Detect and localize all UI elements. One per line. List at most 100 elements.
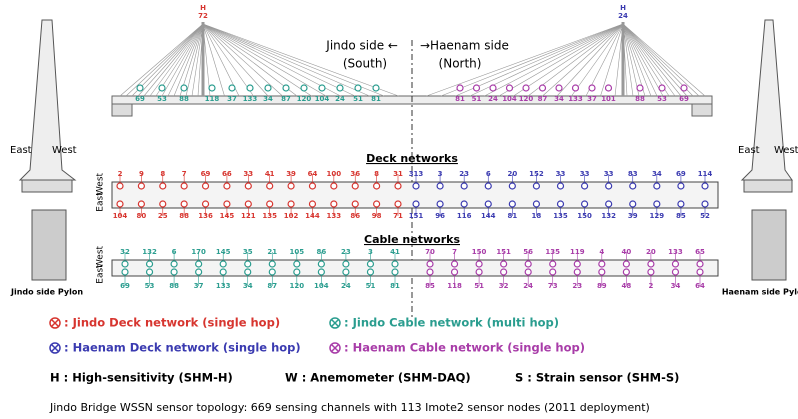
sensor-node bbox=[245, 269, 251, 275]
node-id: 145 bbox=[220, 212, 235, 220]
node-id: 116 bbox=[457, 212, 472, 220]
node-id: 83 bbox=[628, 170, 638, 178]
node-id: 65 bbox=[695, 248, 705, 256]
sensor-node bbox=[654, 201, 660, 207]
sensor-node bbox=[461, 201, 467, 207]
sensor-node bbox=[331, 201, 337, 207]
sensor-node bbox=[283, 85, 289, 91]
node-id: 86 bbox=[350, 212, 360, 220]
node-id: 313 bbox=[409, 170, 424, 178]
sensor-node bbox=[533, 201, 539, 207]
node-id: 8 bbox=[374, 170, 379, 178]
node-id: 39 bbox=[286, 170, 296, 178]
node-id: 64 bbox=[308, 170, 318, 178]
sensor-node bbox=[138, 183, 144, 189]
sensor-node bbox=[337, 85, 343, 91]
sensor-node bbox=[301, 85, 307, 91]
sensor-node bbox=[582, 201, 588, 207]
sensor-node bbox=[117, 183, 123, 189]
sensor-node bbox=[474, 85, 480, 91]
node-id: 135 bbox=[262, 212, 277, 220]
sensor-node bbox=[395, 201, 401, 207]
node-id: 21 bbox=[267, 248, 277, 256]
node-id: 151 bbox=[496, 248, 511, 256]
sensor-node bbox=[352, 201, 358, 207]
node-id: 51 bbox=[474, 282, 484, 290]
sensor-node bbox=[319, 85, 325, 91]
sensor-node bbox=[507, 85, 513, 91]
node-id: 40 bbox=[621, 248, 631, 256]
sensor-node bbox=[203, 201, 209, 207]
sensor-node bbox=[550, 261, 556, 267]
node-id: 33 bbox=[604, 170, 614, 178]
node-id: 20 bbox=[646, 248, 656, 256]
east: East bbox=[738, 145, 760, 156]
sensor-node bbox=[247, 85, 253, 91]
node-id: 120 bbox=[297, 95, 312, 103]
pylon-caption: Jindo side Pylon bbox=[10, 288, 83, 297]
cable bbox=[543, 24, 624, 96]
cable bbox=[623, 24, 663, 96]
sensor-node bbox=[343, 261, 349, 267]
sensor-node bbox=[159, 85, 165, 91]
node-id: 23 bbox=[572, 282, 582, 290]
legend-label: : Jindo Cable network (multi hop) bbox=[344, 316, 559, 330]
sensor-node bbox=[352, 183, 358, 189]
sensor-node bbox=[540, 85, 546, 91]
node-id: 66 bbox=[222, 170, 232, 178]
legend-label: : Jindo Deck network (single hop) bbox=[64, 316, 280, 330]
node-id: 104 bbox=[314, 282, 329, 290]
legend-symbol bbox=[52, 320, 58, 326]
sensor-node bbox=[476, 269, 482, 275]
node-id: 81 bbox=[455, 95, 465, 103]
sensor-node bbox=[630, 201, 636, 207]
node-id: 2 bbox=[648, 282, 653, 290]
sensor-node bbox=[599, 261, 605, 267]
sensor-node bbox=[558, 201, 564, 207]
sensor-node bbox=[606, 85, 612, 91]
node-id: 7 bbox=[452, 248, 457, 256]
node-id: 37 bbox=[194, 282, 204, 290]
sensor-node bbox=[501, 261, 507, 267]
node-id: 133 bbox=[568, 95, 583, 103]
sensor-node bbox=[678, 201, 684, 207]
sensor-node bbox=[533, 183, 539, 189]
sensor-node bbox=[461, 183, 467, 189]
node-id: 105 bbox=[290, 248, 305, 256]
sensor-node bbox=[245, 261, 251, 267]
diagram: Jindo side ← →Haenam side (South) (North… bbox=[0, 0, 798, 419]
sensor-node bbox=[623, 261, 629, 267]
definition: H : High-sensitivity (SHM-H) bbox=[50, 371, 233, 385]
pylon-id: 24 bbox=[618, 12, 628, 20]
node-id: 80 bbox=[137, 212, 147, 220]
node-id: 98 bbox=[372, 212, 382, 220]
node-id: 133 bbox=[327, 212, 342, 220]
sensor-node bbox=[702, 183, 708, 189]
sensor-node bbox=[395, 183, 401, 189]
node-id: 52 bbox=[700, 212, 710, 220]
sensor-node bbox=[427, 261, 433, 267]
sensor-node bbox=[582, 183, 588, 189]
sensor-node bbox=[147, 269, 153, 275]
haenam-side: →Haenam side bbox=[420, 39, 509, 53]
west: West bbox=[96, 245, 106, 268]
node-id: 6 bbox=[172, 248, 177, 256]
sensor-node bbox=[117, 201, 123, 207]
sensor-node bbox=[630, 183, 636, 189]
sensor-node bbox=[294, 261, 300, 267]
node-id: 96 bbox=[435, 212, 445, 220]
node-id: 34 bbox=[554, 95, 564, 103]
sensor-node bbox=[523, 85, 529, 91]
sensor-node bbox=[269, 269, 275, 275]
sensor-node bbox=[637, 85, 643, 91]
node-id: 150 bbox=[577, 212, 592, 220]
node-id: 120 bbox=[519, 95, 534, 103]
node-id: 48 bbox=[621, 282, 631, 290]
node-id: 104 bbox=[113, 212, 128, 220]
sensor-node bbox=[606, 183, 612, 189]
sensor-node bbox=[288, 201, 294, 207]
cable bbox=[150, 24, 203, 96]
pylon-code: H bbox=[620, 4, 626, 12]
sensor-node bbox=[267, 201, 273, 207]
sensor-node bbox=[267, 183, 273, 189]
